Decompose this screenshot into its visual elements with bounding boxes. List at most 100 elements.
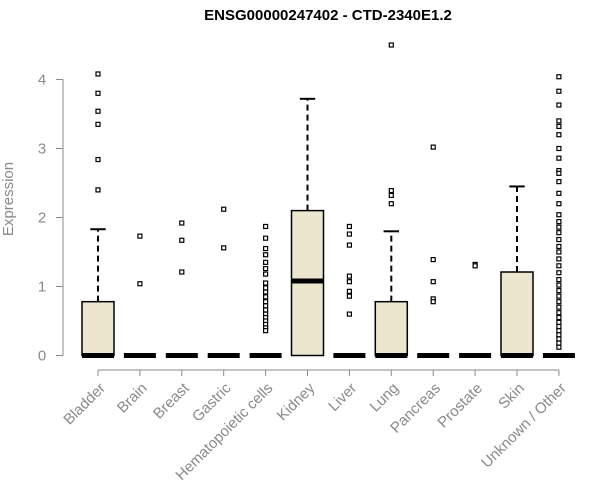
y-tick-label: 3	[38, 141, 46, 158]
outlier-point	[556, 132, 562, 138]
outlier-point	[388, 201, 394, 207]
outlier-point	[263, 271, 269, 277]
outlier-point	[556, 201, 562, 207]
outlier-point	[346, 288, 352, 294]
outlier-point	[388, 42, 394, 48]
outlier-point	[346, 311, 352, 317]
outlier-point	[346, 293, 352, 299]
outlier-point	[556, 323, 562, 330]
outlier-point	[263, 235, 269, 241]
x-tick-label: Skin	[495, 380, 528, 413]
outlier-point	[263, 303, 269, 309]
outlier-point	[95, 121, 101, 127]
outlier-point	[263, 294, 269, 300]
outlier-point	[346, 231, 352, 237]
x-tick-label: Brain	[114, 380, 151, 417]
box	[500, 271, 534, 357]
outlier-point	[556, 277, 562, 283]
outlier-point	[556, 230, 562, 236]
x-tick-label: Breast	[150, 379, 193, 422]
x-tick-label: Prostate	[434, 380, 486, 432]
outlier-point	[346, 273, 352, 279]
outlier-point	[263, 289, 269, 295]
outlier-point	[263, 223, 269, 230]
outlier-point	[556, 123, 562, 130]
outlier-point	[556, 319, 562, 325]
outlier-point	[556, 263, 562, 269]
outlier-point	[263, 252, 269, 258]
outlier-point	[556, 304, 562, 310]
outlier-point	[556, 288, 562, 294]
outlier-point	[263, 307, 269, 313]
outlier-point	[556, 102, 562, 108]
outlier-point	[263, 265, 269, 272]
outlier-point	[263, 245, 269, 252]
x-tick-label: Liver	[325, 380, 360, 415]
outlier-point	[556, 344, 562, 350]
outlier-point	[346, 242, 352, 248]
outlier-point	[556, 310, 562, 316]
outlier-point	[556, 155, 562, 161]
outlier-point	[556, 332, 562, 338]
outlier-point	[221, 245, 227, 251]
outlier-point	[556, 224, 562, 230]
outlier-point	[430, 279, 436, 285]
box	[81, 300, 115, 357]
outlier-point	[556, 314, 562, 321]
outlier-point	[388, 192, 394, 199]
outlier-point	[263, 285, 269, 291]
outlier-point	[95, 187, 101, 193]
outlier-point	[556, 270, 562, 276]
outlier-point	[388, 187, 394, 194]
outlier-point	[556, 282, 562, 288]
outlier-point	[556, 236, 562, 243]
outlier-point	[556, 170, 562, 176]
y-axis-title: Expression	[0, 162, 17, 236]
outlier-point	[221, 206, 227, 212]
outlier-point	[430, 299, 436, 305]
outlier-point	[556, 118, 562, 124]
x-tick-label: Kidney	[274, 379, 319, 424]
outlier-point	[556, 336, 562, 342]
outlier-point	[556, 328, 562, 334]
outlier-point	[556, 299, 562, 305]
y-tick-label: 1	[38, 279, 46, 296]
y-tick-label: 4	[38, 72, 46, 89]
outlier-point	[556, 293, 562, 299]
outlier-point	[346, 279, 352, 285]
outlier-point	[556, 340, 562, 346]
outlier-point	[137, 233, 143, 239]
outlier-point	[556, 179, 562, 185]
outlier-point	[263, 280, 269, 286]
outlier-point	[430, 256, 436, 263]
x-tick-label: Bladder	[60, 380, 109, 429]
outlier-point	[95, 71, 101, 77]
outlier-point	[556, 256, 562, 262]
outlier-point	[430, 144, 436, 150]
outlier-point	[346, 223, 352, 230]
box	[374, 300, 409, 357]
outlier-point	[556, 145, 562, 152]
outlier-point	[556, 74, 562, 80]
outlier-point	[179, 220, 185, 226]
outlier-point	[137, 281, 143, 287]
y-tick-label: 2	[38, 210, 46, 227]
y-tick-label: 0	[38, 348, 46, 365]
outlier-point	[556, 219, 562, 225]
outlier-point	[556, 249, 562, 255]
outlier-point	[95, 156, 101, 163]
outlier-point	[472, 263, 478, 269]
x-tick-label: Lung	[367, 380, 403, 416]
outlier-point	[179, 237, 185, 243]
outlier-point	[95, 108, 101, 114]
outlier-point	[263, 328, 269, 334]
outlier-point	[263, 299, 269, 305]
chart-title: ENSG00000247402 - CTD-2340E1.2	[204, 7, 452, 24]
outlier-point	[556, 88, 562, 94]
outlier-point	[179, 269, 185, 275]
outlier-point	[556, 243, 562, 250]
outlier-point	[263, 259, 269, 265]
outlier-point	[556, 190, 562, 196]
